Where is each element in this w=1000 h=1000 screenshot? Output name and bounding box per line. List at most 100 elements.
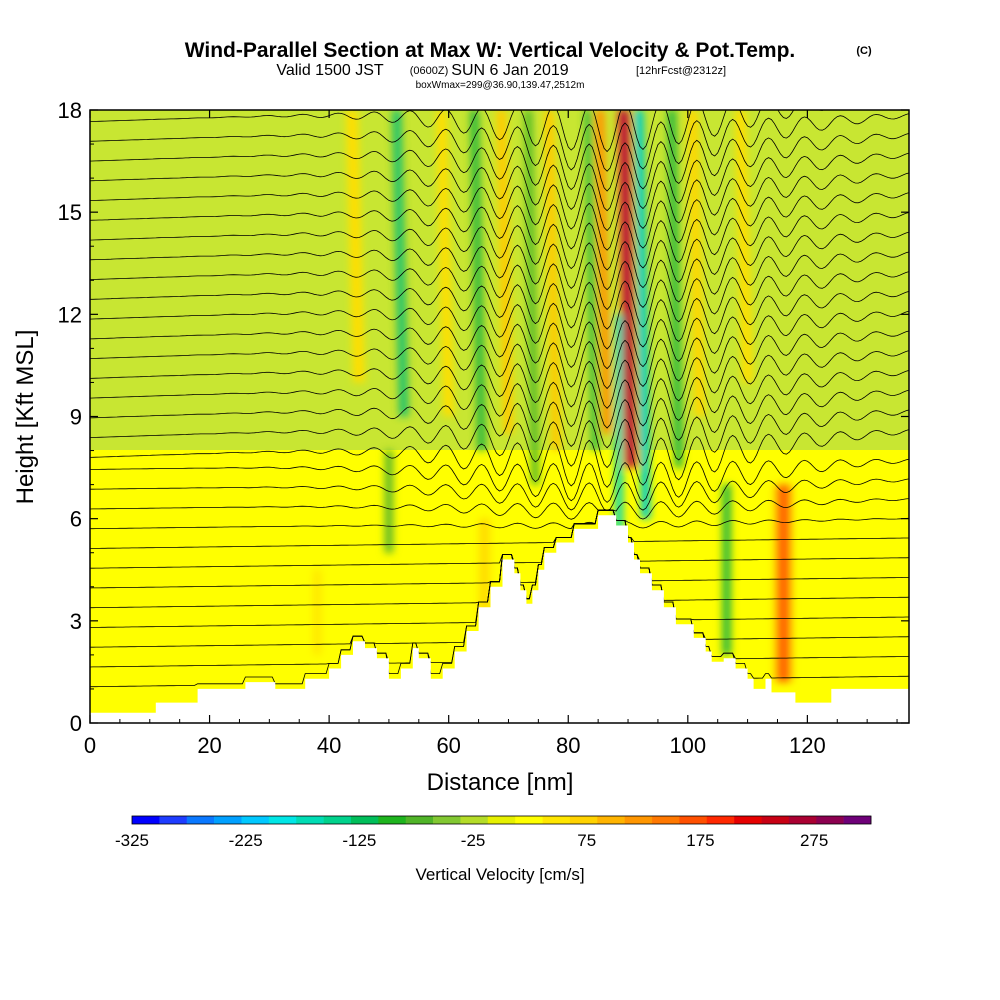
colorbar-swatch — [734, 816, 762, 824]
colorbar-swatch — [816, 816, 844, 824]
isentrope-line — [90, 310, 909, 370]
colorbar-swatch — [487, 816, 516, 824]
box-max-label: boxWmax=299@36.90,139.47,2512m — [416, 80, 585, 91]
y-tick-label: 12 — [58, 302, 82, 327]
colorbar-tick-label: 75 — [577, 831, 596, 850]
colorbar-title: Vertical Velocity [cm/s] — [415, 865, 584, 884]
colorbar-swatch — [241, 816, 270, 824]
colorbar-swatch — [405, 816, 434, 824]
x-tick-label: 60 — [436, 733, 460, 758]
downdraft-band — [526, 110, 537, 485]
colorbar-swatch — [624, 816, 653, 824]
terrain-mask — [90, 515, 909, 723]
updraft-band — [598, 110, 609, 434]
x-tick-label: 120 — [789, 733, 826, 758]
x-axis-title: Distance [nm] — [427, 769, 574, 796]
colorbar-swatch — [761, 816, 790, 824]
isentrope-line — [90, 172, 909, 232]
colorbar-swatch — [268, 816, 297, 824]
colorbar-tick-label: -125 — [342, 831, 376, 850]
valid-date-label: SUN 6 Jan 2019 — [451, 62, 569, 79]
copyright-mark: (C) — [856, 45, 872, 57]
colorbar-swatch — [323, 816, 352, 824]
isentrope-line — [90, 212, 909, 271]
isentrope-line — [90, 498, 909, 520]
isentrope-line — [90, 291, 909, 350]
updraft-band — [780, 484, 787, 683]
y-tick-label: 15 — [58, 200, 82, 225]
colorbar-swatch — [214, 816, 242, 824]
updraft-band — [738, 110, 750, 383]
isentrope-line — [90, 389, 909, 449]
isentrope-line — [90, 409, 909, 469]
utc-time-label: (0600Z) — [410, 65, 449, 77]
isentrope-line — [90, 509, 909, 569]
colorbar-swatch — [679, 816, 708, 824]
colorbar-swatch — [597, 816, 625, 824]
downdraft-band — [670, 110, 681, 468]
colorbar-frame — [131, 815, 872, 825]
isentrope-line — [90, 251, 909, 311]
chart-title: Wind-Parallel Section at Max W: Vertical… — [185, 39, 796, 62]
x-tick-label: 80 — [556, 733, 580, 758]
colorbar-swatch — [186, 816, 215, 824]
valid-time-label: Valid 1500 JST — [276, 62, 384, 79]
isentrope-line — [90, 509, 909, 530]
isentrope-line — [90, 113, 909, 172]
y-axis-title: Height [Kft MSL] — [12, 330, 39, 505]
isentrope-line — [90, 330, 909, 390]
colorbar-swatch — [515, 816, 543, 824]
y-tick-label: 0 — [70, 711, 82, 736]
updraft-band — [482, 518, 487, 621]
colorbar-swatch — [460, 816, 489, 824]
colorbar-tick-label: -25 — [461, 831, 486, 850]
x-tick-label: 0 — [84, 733, 96, 758]
colorbar-swatch — [569, 816, 598, 824]
colorbar-swatch — [350, 816, 379, 824]
downdraft-band — [394, 110, 406, 417]
downdraft-band — [725, 484, 729, 655]
x-tick-label: 20 — [197, 733, 221, 758]
colorbar-swatch — [542, 816, 571, 824]
x-tick-label: 100 — [669, 733, 706, 758]
isentrope-line — [90, 429, 909, 488]
colorbar-swatch — [788, 816, 817, 824]
colorbar-swatch — [706, 816, 735, 824]
downdraft-band — [617, 314, 621, 536]
isentrope-line — [90, 110, 825, 153]
colorbar-swatch — [159, 816, 188, 824]
isentrope-line — [90, 133, 909, 192]
forecast-label: [12hrFcst@2312z] — [636, 65, 726, 77]
y-tick-label: 9 — [70, 405, 82, 430]
downdraft-band — [387, 450, 391, 553]
isentrope-line — [90, 152, 909, 212]
potential-temperature-contours — [90, 110, 909, 688]
isentrope-line — [90, 509, 909, 549]
isentrope-line — [90, 370, 909, 429]
updraft-band — [547, 110, 559, 451]
colorbar-tick-label: -225 — [229, 831, 263, 850]
updraft-band — [439, 110, 451, 417]
downdraft-band — [637, 110, 648, 519]
colorbar-swatch — [296, 816, 324, 824]
colorbar-swatch — [843, 816, 872, 824]
y-tick-label: 3 — [70, 609, 82, 634]
isentrope-line — [90, 509, 909, 589]
x-tick-label: 40 — [317, 733, 341, 758]
isentrope-line — [90, 271, 909, 330]
colorbar: -325 -225 -125 -25 75 175 275 — [115, 815, 872, 850]
y-tick-label: 6 — [70, 507, 82, 532]
colorbar-swatch — [378, 816, 407, 824]
isentrope-line — [90, 192, 909, 251]
downdraft-band — [586, 110, 597, 451]
axes: 0 20 40 60 80 100 120 0 3 6 9 12 15 18 — [58, 98, 909, 758]
plot-area — [90, 110, 909, 723]
isentrope-line — [90, 458, 909, 503]
colorbar-tick-label: 275 — [800, 831, 828, 850]
updraft-band — [621, 110, 634, 468]
colorbar-swatch — [132, 816, 160, 824]
colorbar-swatch — [652, 816, 680, 824]
isentrope-line — [90, 478, 909, 511]
colorbar-tick-label: 175 — [686, 831, 714, 850]
